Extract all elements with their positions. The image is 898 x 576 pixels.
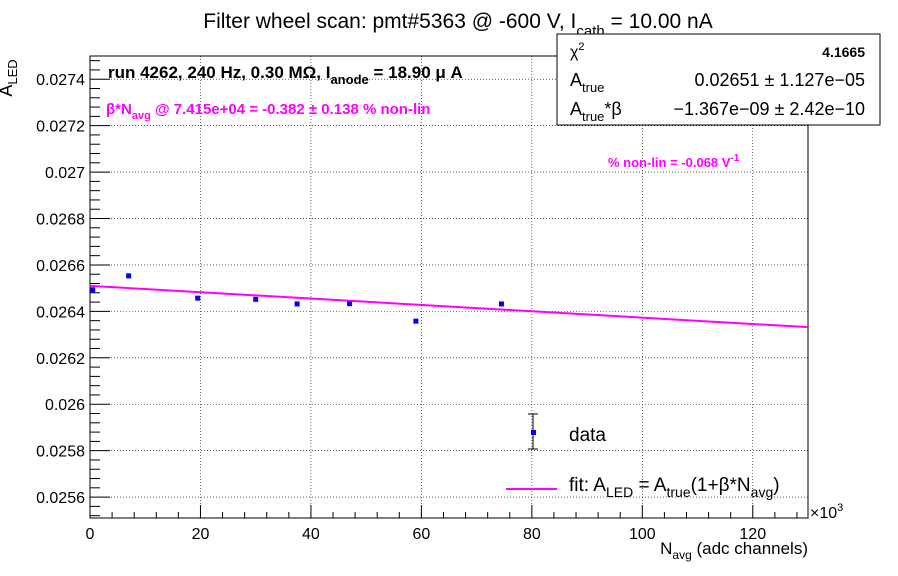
y-tick-label: 0.0258 [36, 444, 85, 461]
data-marker [413, 318, 419, 324]
run-annotation: run 4262, 240 Hz, 0.30 MΩ, Ianode = 18.9… [108, 63, 463, 87]
nonlin-per-volt-annotation: % non-lin = -0.068 V-1 [608, 153, 740, 170]
y-tick-label: 0.0274 [36, 72, 85, 89]
y-tick-label: 0.0266 [36, 258, 85, 275]
data-point [498, 301, 504, 307]
legend: data fit: ALED = Atrue(1+β*Navg) [506, 413, 780, 500]
points-layer [90, 273, 504, 324]
data-marker [498, 301, 504, 307]
data-point [347, 301, 353, 307]
plot-frame [89, 55, 809, 519]
ticks [89, 60, 798, 518]
data-marker [195, 295, 201, 301]
fit-layer [89, 284, 809, 329]
stats-atrue-beta-value: −1.367e−09 ± 2.42e−10 [673, 99, 865, 119]
data-point [195, 295, 201, 301]
data-point [294, 301, 300, 307]
data-point [413, 318, 419, 324]
y-tick-label: 0.0272 [36, 119, 85, 136]
y-tick-label: 0.0268 [36, 212, 85, 229]
y-tick-label: 0.0262 [36, 351, 85, 368]
x-tick-label: 80 [523, 526, 541, 543]
grid [89, 56, 808, 518]
stats-atrue-beta-label: Atrue*β [570, 99, 622, 124]
x-tick-label: 100 [629, 526, 656, 543]
stats-atrue-value: 0.02651 ± 1.127e−05 [694, 70, 865, 90]
nonlin-annotation: β*Navg @ 7.415e+04 = -0.382 ± 0.138 % no… [106, 101, 430, 122]
data-point [90, 287, 96, 293]
x-tick-label: 40 [302, 526, 320, 543]
legend-fit-label: fit: ALED = Atrue(1+β*Navg) [569, 475, 780, 500]
y-tick-label: 0.026 [45, 397, 85, 414]
data-point [126, 273, 132, 279]
data-point [253, 296, 259, 302]
data-marker [90, 287, 96, 293]
tick-labels: 0 20 40 60 80 100 120 0.0256 0.0258 0.026 0.0262 0.… [36, 72, 766, 543]
data-marker [126, 273, 132, 279]
x-tick-label: 0 [86, 526, 95, 543]
x-tick-label: 120 [739, 526, 766, 543]
data-marker [294, 301, 300, 307]
x-tick-label: 20 [192, 526, 210, 543]
y-tick-label: 0.0256 [36, 490, 85, 507]
legend-data-marker [528, 413, 538, 450]
x-axis-multiplier: ×103 [810, 502, 843, 522]
fit-line [89, 284, 809, 329]
stats-chi2-value: 4.1665 [822, 44, 865, 60]
stats-box: χ2 4.1665 Atrue 0.02651 ± 1.127e−05 Atru… [556, 33, 881, 126]
data-marker [253, 296, 259, 302]
y-axis-label: ALED [0, 59, 20, 96]
y-tick-label: 0.027 [45, 165, 85, 182]
x-tick-label: 60 [412, 526, 430, 543]
stats-chi2-label: χ2 [570, 41, 585, 61]
y-tick-label: 0.0264 [36, 304, 85, 321]
stats-atrue-label: Atrue [570, 70, 604, 95]
legend-data-label: data [569, 425, 606, 446]
x-axis-label: Navg (adc channels) [660, 539, 808, 562]
data-marker [347, 301, 353, 307]
